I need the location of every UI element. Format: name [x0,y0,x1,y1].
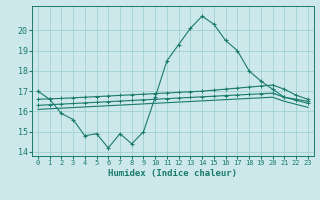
X-axis label: Humidex (Indice chaleur): Humidex (Indice chaleur) [108,169,237,178]
